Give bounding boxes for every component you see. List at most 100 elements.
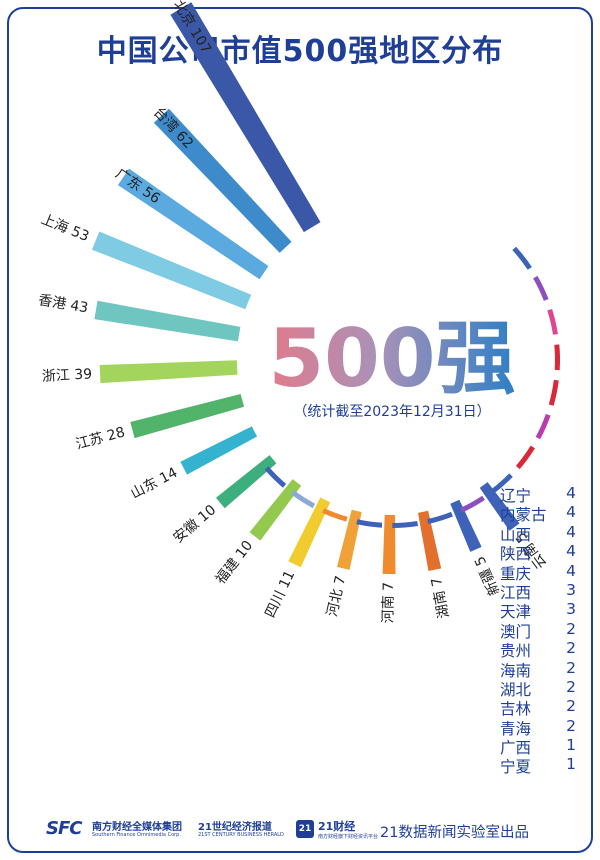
ring-segment-澳门 bbox=[490, 473, 513, 494]
legend-region-value: 4 bbox=[566, 522, 576, 541]
legend-region-name: 宁夏 bbox=[500, 758, 532, 777]
sfc-logo-cn: 南方财经全媒体集团 bbox=[92, 822, 182, 833]
21-finance-logo: 21财经 bbox=[318, 820, 356, 833]
bar-台湾 bbox=[153, 108, 292, 253]
legend-region-name: 山西 bbox=[500, 525, 532, 544]
bar-四川 bbox=[288, 497, 331, 568]
legend-region-name: 江西 bbox=[500, 583, 532, 602]
legend-row-贵州: 贵州 2 bbox=[500, 639, 588, 661]
ring-segment-内蒙古 bbox=[533, 275, 549, 301]
sfc-logo: SFC bbox=[46, 818, 82, 839]
ring-segment-广西 bbox=[291, 490, 316, 509]
bar-label-湖南: 湖南 7 bbox=[429, 576, 453, 620]
footer: SFC 南方财经全媒体集团 Southern Finance Omnimedia… bbox=[0, 812, 600, 848]
legend-region-name: 辽宁 bbox=[500, 487, 532, 505]
bar-label-山东: 山东 14 bbox=[128, 465, 180, 502]
legend-region-value: 4 bbox=[566, 484, 576, 502]
ring-segment-贵州 bbox=[460, 495, 485, 513]
legend-region-value: 4 bbox=[566, 561, 576, 580]
legend-row-陕西: 陕西 4 bbox=[500, 542, 588, 564]
ring-segment-吉林 bbox=[356, 519, 383, 528]
legend-region-name: 贵州 bbox=[500, 642, 532, 661]
bar-label-香港: 香港 43 bbox=[37, 292, 89, 316]
legend-row-天津: 天津 3 bbox=[500, 600, 588, 622]
legend-row-宁夏: 宁夏 1 bbox=[500, 755, 588, 777]
chart-title: 中国公司市值500强地区分布 bbox=[96, 34, 504, 69]
legend-region-value: 2 bbox=[566, 697, 576, 716]
bar-label-台湾: 台湾 62 bbox=[150, 104, 197, 152]
legend-region-name: 陕西 bbox=[500, 545, 532, 564]
legend-row-广西: 广西 1 bbox=[500, 736, 588, 758]
legend-row-辽宁: 辽宁 4 bbox=[500, 484, 588, 505]
bar-label-安徽: 安徽 10 bbox=[170, 502, 219, 546]
ring-segment-天津 bbox=[515, 445, 535, 470]
legend-region-value: 2 bbox=[566, 716, 576, 735]
legend-region-value: 3 bbox=[566, 580, 576, 599]
bar-河北 bbox=[337, 509, 362, 570]
sfc-logo-en: Southern Finance Omnimedia Corp. bbox=[92, 832, 181, 838]
legend-row-澳门: 澳门 2 bbox=[500, 619, 588, 641]
ring-segment-海南 bbox=[427, 511, 453, 525]
page-frame bbox=[7, 7, 593, 853]
bar-label-福建: 福建 10 bbox=[213, 538, 257, 587]
ring-segment-江西 bbox=[535, 413, 551, 440]
legend-region-name: 重庆 bbox=[500, 564, 532, 583]
21-finance-badge: 21 bbox=[296, 820, 314, 838]
bar-浙江 bbox=[99, 360, 238, 384]
legend-region-value: 2 bbox=[566, 639, 576, 658]
bar-label-四川: 四川 11 bbox=[262, 568, 298, 620]
century-herald-logo-en: 21ST CENTURY BUSINESS HERALD bbox=[198, 832, 284, 838]
bar-北京 bbox=[170, 2, 321, 233]
legend-region-value: 3 bbox=[566, 600, 576, 619]
bar-广东 bbox=[117, 168, 269, 280]
legend-region-value: 1 bbox=[566, 736, 576, 755]
legend-row-湖北: 湖北 2 bbox=[500, 677, 588, 699]
legend-region-name: 青海 bbox=[500, 719, 532, 738]
center-date-note: （统计截至2023年12月31日） bbox=[293, 404, 490, 420]
ring-segment-重庆 bbox=[548, 379, 559, 406]
ring-segment-陕西 bbox=[554, 344, 560, 371]
bar-上海 bbox=[92, 231, 252, 310]
other-regions-legend: 辽宁 4 内蒙古 4 山西 4 陕西 4 重庆 4 江西 3 天津 3 澳门 2 贵州 2 海南 2 湖北 2 吉林 2 青海 2… bbox=[500, 484, 588, 777]
legend-region-value: 2 bbox=[566, 677, 576, 696]
center-500-label: 500强 bbox=[269, 312, 516, 405]
legend-region-name: 吉林 bbox=[500, 700, 532, 719]
bar-河南 bbox=[382, 514, 396, 575]
legend-row-内蒙古: 内蒙古 4 bbox=[500, 503, 588, 525]
bar-label-河北: 河北 7 bbox=[324, 574, 349, 618]
bar-label-浙江: 浙江 39 bbox=[42, 366, 93, 384]
ring-segment-湖北 bbox=[392, 521, 418, 528]
bar-山东 bbox=[180, 426, 258, 475]
legend-region-name: 澳门 bbox=[500, 622, 532, 641]
legend-region-name: 广西 bbox=[500, 739, 532, 758]
bar-福建 bbox=[249, 479, 302, 541]
bar-江苏 bbox=[130, 394, 245, 439]
21-finance-sub: 南方财经旗下财经资讯平台 bbox=[318, 834, 379, 840]
bar-label-新疆: 新疆 5 bbox=[472, 553, 503, 597]
ring-segment-山西 bbox=[547, 308, 558, 335]
ring-segment-辽宁 bbox=[512, 246, 532, 270]
legend-row-吉林: 吉林 2 bbox=[500, 697, 588, 719]
legend-row-海南: 海南 2 bbox=[500, 658, 588, 680]
ring-segment-宁夏 bbox=[264, 466, 287, 488]
bar-安徽 bbox=[216, 455, 277, 509]
legend-row-青海: 青海 2 bbox=[500, 716, 588, 738]
legend-region-value: 4 bbox=[566, 542, 576, 561]
legend-row-重庆: 重庆 4 bbox=[500, 561, 588, 583]
legend-region-name: 内蒙古 bbox=[500, 506, 547, 525]
bar-湖南 bbox=[418, 510, 442, 571]
legend-region-name: 湖北 bbox=[500, 680, 532, 699]
legend-region-value: 2 bbox=[566, 619, 576, 638]
legend-row-山西: 山西 4 bbox=[500, 522, 588, 544]
bar-label-江苏: 江苏 28 bbox=[74, 424, 127, 453]
bar-label-河南: 河南 7 bbox=[380, 582, 397, 624]
legend-region-value: 2 bbox=[566, 658, 576, 677]
data-lab-credit: 21数据新闻实验室出品 bbox=[380, 825, 529, 841]
ring-segment-青海 bbox=[322, 508, 348, 522]
legend-region-name: 天津 bbox=[500, 603, 532, 622]
legend-region-name: 海南 bbox=[500, 661, 532, 680]
bar-云南 bbox=[479, 482, 520, 531]
century-herald-logo-cn: 21世纪经济报道 bbox=[198, 822, 272, 833]
